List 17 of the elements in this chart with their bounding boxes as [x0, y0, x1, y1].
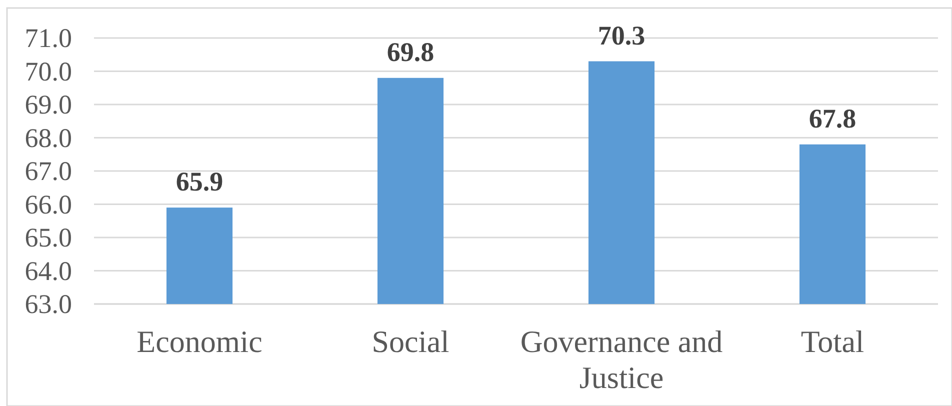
y-tick-label: 66.0	[24, 189, 72, 220]
y-tick-label: 64.0	[24, 256, 72, 286]
data-label: 65.9	[176, 166, 224, 197]
y-tick-label: 70.0	[24, 56, 72, 86]
y-tick-label: 69.0	[24, 90, 72, 120]
x-tick-label: Economic	[136, 324, 262, 359]
x-tick-label: Social	[372, 324, 450, 359]
y-tick-label: 67.0	[24, 156, 72, 186]
x-tick-label: Governance and Justice	[520, 324, 724, 395]
data-label: 67.8	[808, 103, 856, 134]
y-tick-label: 65.0	[24, 222, 72, 253]
data-label: 69.8	[386, 36, 434, 67]
data-label: 70.3	[598, 20, 646, 50]
y-tick-label: 63.0	[24, 289, 72, 320]
x-tick-label: Total	[800, 324, 864, 359]
y-tick-label: 71.0	[24, 23, 72, 54]
y-tick-label: 68.0	[24, 122, 72, 153]
